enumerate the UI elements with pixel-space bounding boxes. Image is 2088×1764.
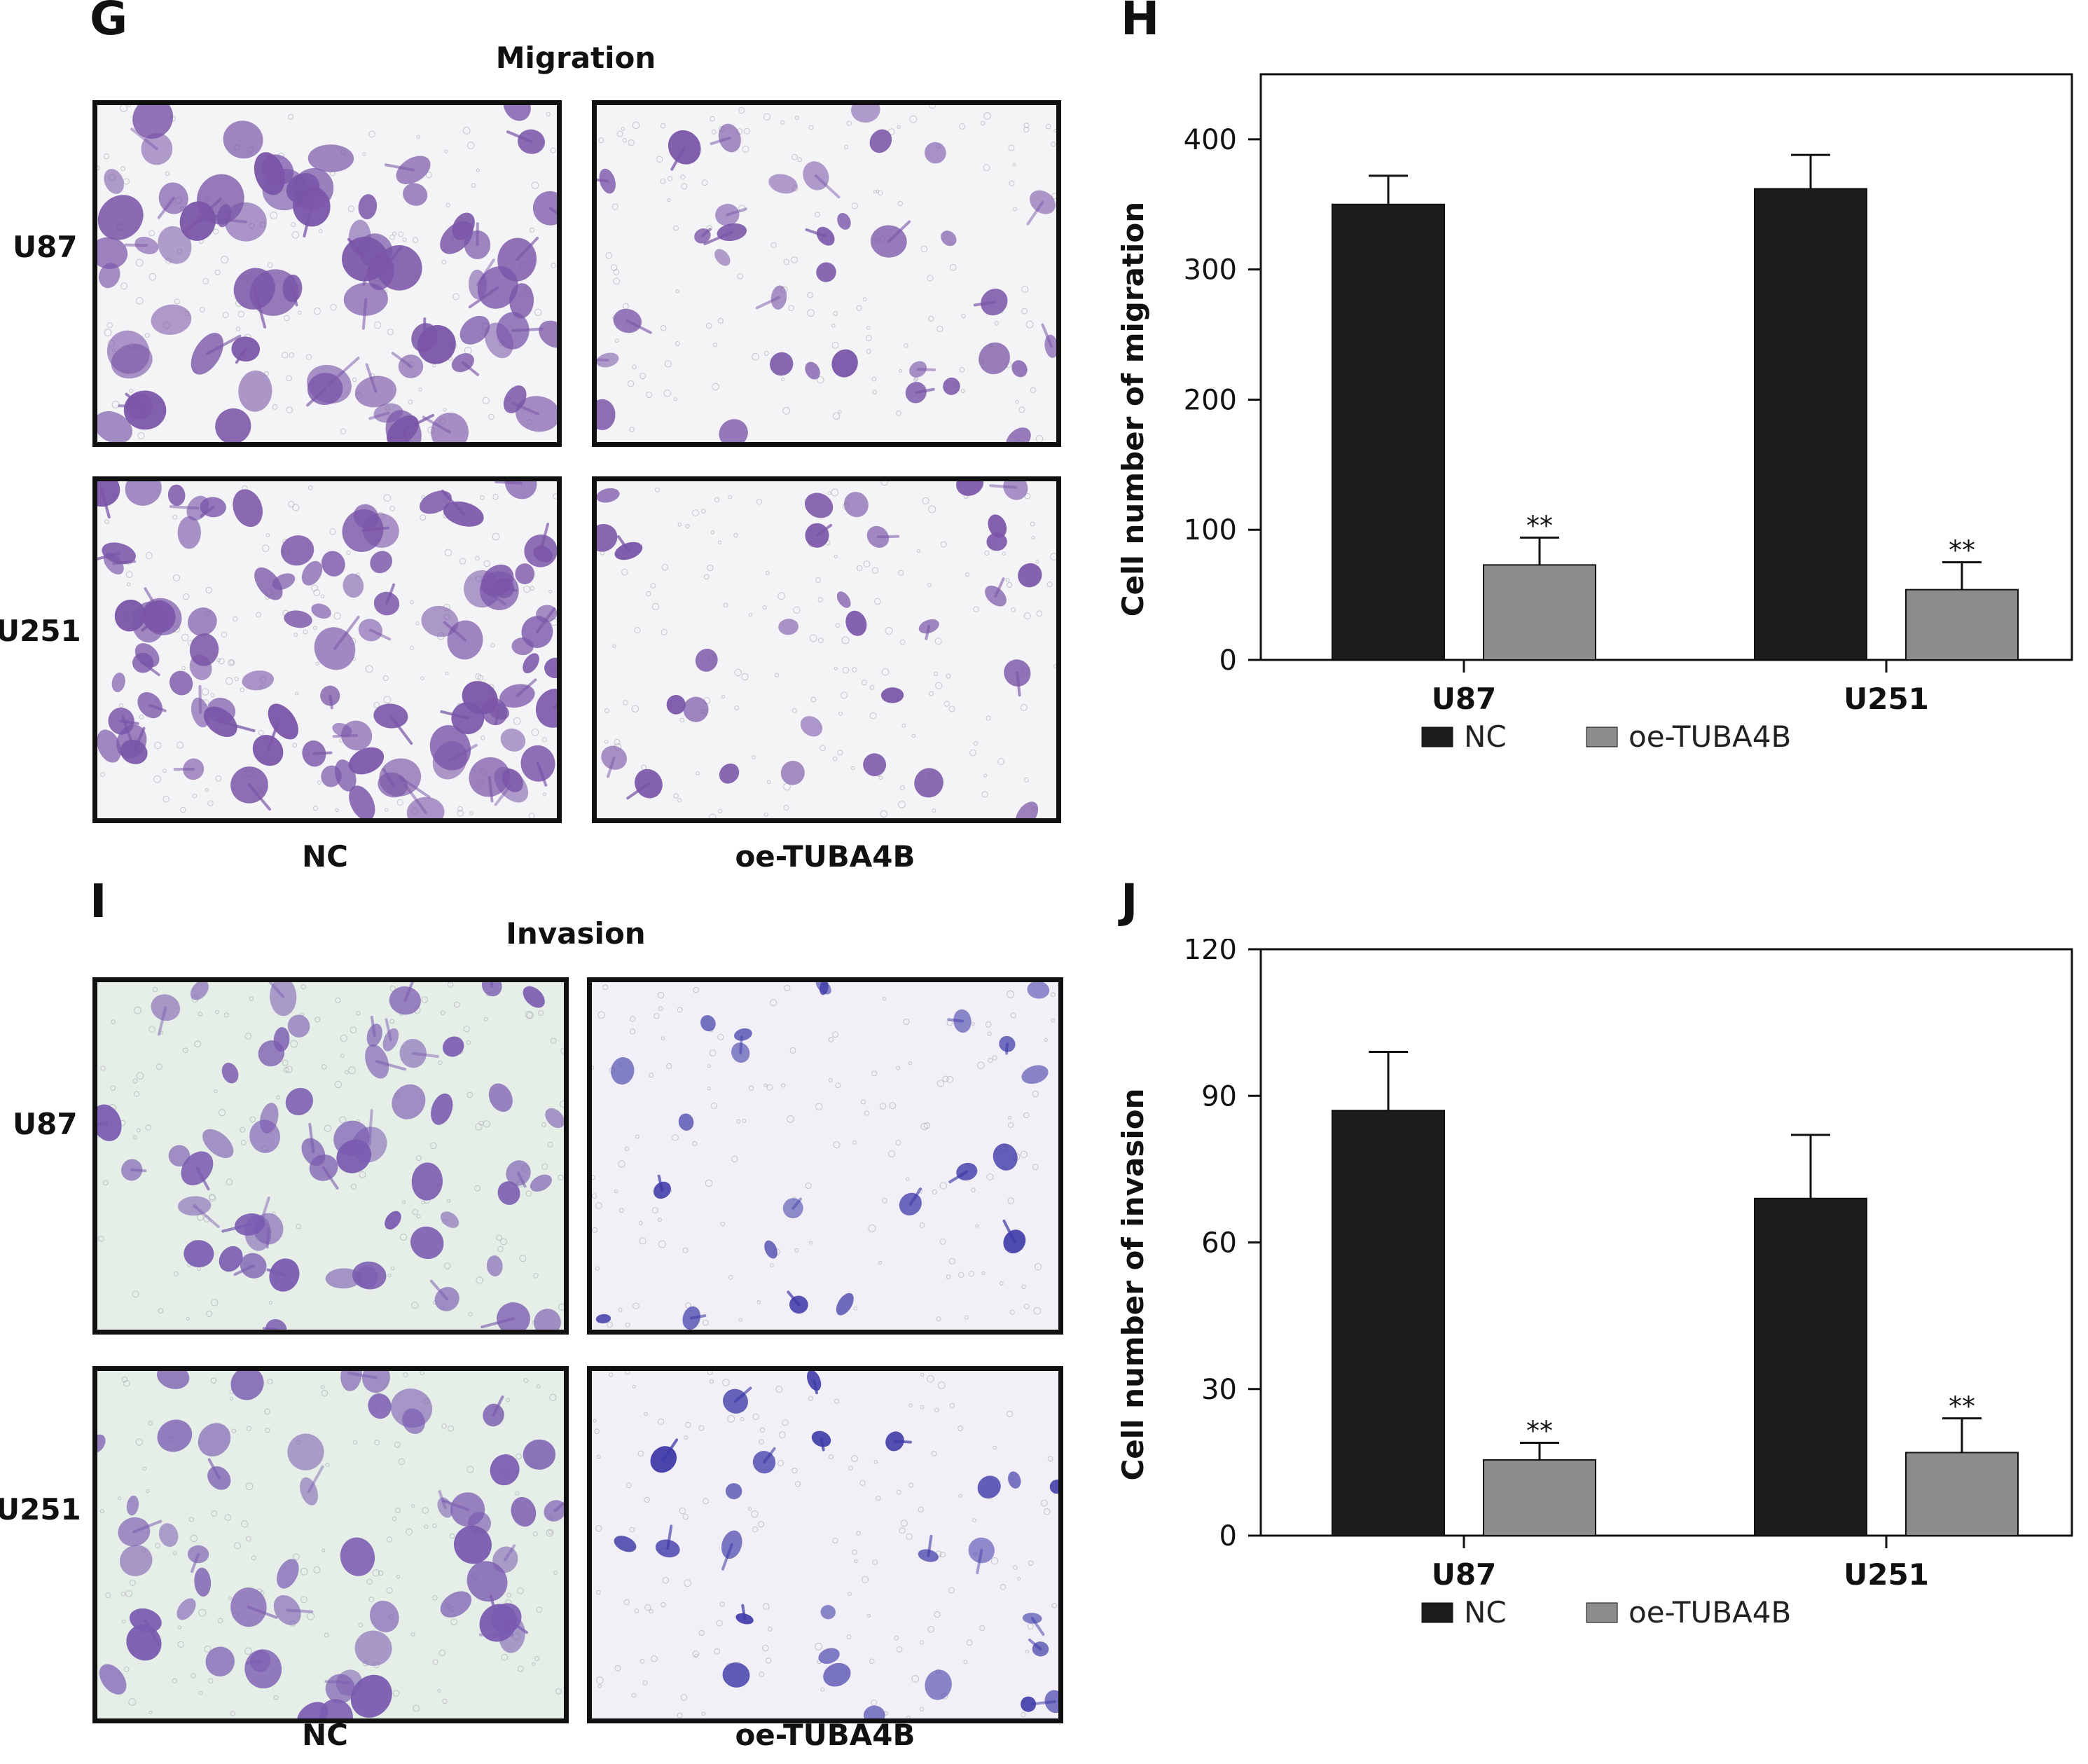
bar-oe-tuba4b-u87 — [1483, 564, 1596, 661]
y-tick-label: 300 — [1184, 254, 1237, 287]
significance-annotation: ** — [1949, 1391, 1975, 1422]
bar-nc-u251 — [1754, 1197, 1867, 1536]
micrograph-invasion-u87-nc — [92, 977, 569, 1335]
micrograph-invasion-u87-oe — [587, 977, 1063, 1335]
micrograph-invasion-u251-oe — [587, 1366, 1063, 1723]
y-tick-label: 0 — [1219, 645, 1237, 677]
x-tick-label: U251 — [1844, 1557, 1929, 1592]
invasion-row-label-u251: U251 — [0, 1492, 81, 1527]
micrograph-migration-u87-nc — [92, 100, 562, 447]
legend-swatch — [1586, 1602, 1618, 1623]
x-tick-label: U87 — [1432, 682, 1497, 716]
invasion-row-label-u87: U87 — [13, 1107, 78, 1141]
y-axis-label: Cell number of invasion — [1116, 1088, 1150, 1480]
y-tick-label: 120 — [1184, 939, 1237, 966]
panel-letter-g: G — [90, 0, 128, 46]
significance-annotation: ** — [1526, 510, 1553, 541]
y-tick-label: 100 — [1184, 514, 1237, 546]
bar-nc-u87 — [1332, 203, 1445, 661]
bar-oe-tuba4b-u251 — [1905, 588, 2019, 661]
legend-swatch — [1421, 1602, 1453, 1623]
y-tick-label: 60 — [1201, 1227, 1237, 1260]
bar-oe-tuba4b-u87 — [1483, 1459, 1596, 1537]
micrograph-migration-u87-oe — [592, 100, 1061, 447]
y-tick-label: 30 — [1201, 1374, 1237, 1406]
plot-frame — [1259, 73, 2073, 661]
invasion-col-label-nc: NC — [302, 1718, 348, 1752]
y-tick-label: 90 — [1201, 1080, 1237, 1112]
y-tick-label: 0 — [1219, 1520, 1237, 1552]
micrograph-invasion-u251-nc — [92, 1366, 569, 1723]
panel-letter-i: I — [90, 874, 107, 928]
bar-nc-u251 — [1754, 188, 1867, 661]
panel-letter-j: J — [1121, 874, 1138, 928]
invasion-col-label-oe: oe-TUBA4B — [735, 1718, 915, 1752]
migration-col-label-nc: NC — [302, 839, 348, 874]
migration-col-label-oe: oe-TUBA4B — [735, 839, 915, 874]
y-tick-label: 200 — [1184, 384, 1237, 416]
migration-row-label-u251: U251 — [0, 614, 81, 648]
bar-oe-tuba4b-u251 — [1905, 1452, 2019, 1536]
micrograph-migration-u251-nc — [92, 476, 562, 823]
y-axis-label: Cell number of migration — [1116, 202, 1150, 616]
bar-nc-u87 — [1332, 1110, 1445, 1537]
y-tick-label: 400 — [1184, 124, 1237, 156]
legend-label: NC — [1464, 719, 1507, 754]
migration-title: Migration — [495, 41, 656, 75]
legend-label: NC — [1464, 1595, 1507, 1629]
chart-invasion: 0 30 60 90 120 Cell number of invasion U87 ** U2… — [1093, 939, 2073, 1653]
micrograph-migration-u251-oe — [592, 476, 1061, 823]
legend-label: oe-TUBA4B — [1629, 719, 1791, 754]
x-tick-label: U87 — [1432, 1557, 1497, 1592]
legend-swatch — [1586, 726, 1618, 747]
migration-row-label-u87: U87 — [13, 230, 78, 264]
x-tick-label: U251 — [1844, 682, 1929, 716]
legend-label: oe-TUBA4B — [1629, 1595, 1791, 1629]
panel-letter-h: H — [1121, 0, 1160, 46]
significance-annotation: ** — [1949, 535, 1975, 566]
chart-migration: 0 100 200 300 400 Cell number of migration U87… — [1093, 63, 2073, 785]
significance-annotation: ** — [1526, 1415, 1553, 1446]
legend-swatch — [1421, 726, 1453, 747]
invasion-title: Invasion — [506, 916, 646, 951]
